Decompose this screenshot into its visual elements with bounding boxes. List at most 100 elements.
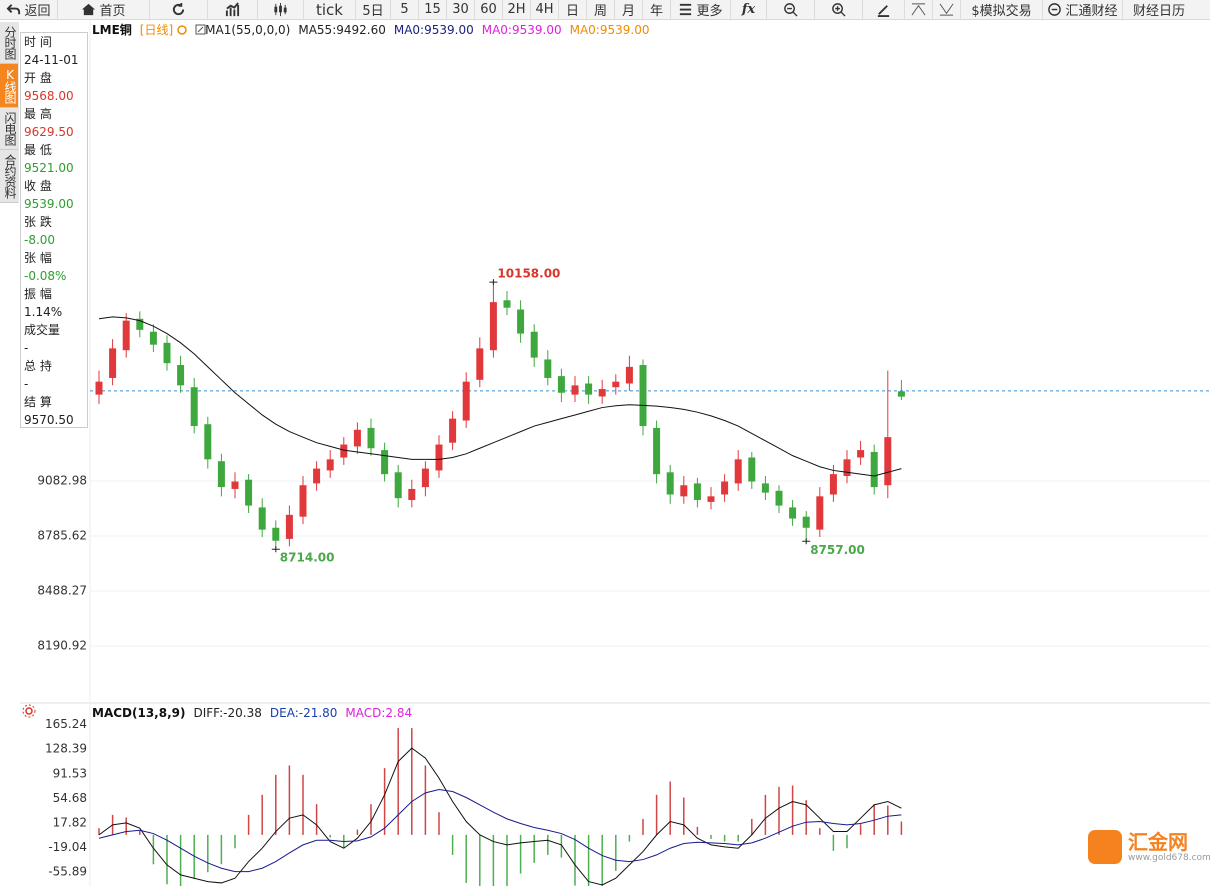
candles bbox=[90, 282, 1210, 550]
more-button[interactable]: 更多 bbox=[671, 0, 731, 19]
candle-body bbox=[476, 348, 484, 380]
window-icon[interactable] bbox=[195, 24, 206, 35]
candle-body bbox=[585, 383, 593, 395]
candle-body bbox=[177, 365, 185, 386]
macd-settings-icon[interactable] bbox=[22, 704, 36, 718]
candle-body bbox=[272, 527, 280, 541]
info-value: 9570.50 bbox=[24, 413, 74, 427]
candle-body bbox=[381, 450, 389, 475]
back-icon bbox=[7, 4, 21, 15]
candle-body bbox=[761, 483, 769, 493]
button-label: 4H bbox=[535, 2, 554, 17]
button-label: 5 bbox=[400, 2, 409, 17]
period-button[interactable]: 月 bbox=[615, 0, 643, 19]
candle-body bbox=[489, 302, 497, 351]
candle-body bbox=[503, 300, 511, 308]
y-tick-label: 54.68 bbox=[53, 791, 87, 805]
candle-body bbox=[394, 472, 402, 499]
period-button[interactable]: 周 bbox=[587, 0, 615, 19]
side-tab[interactable]: 分时图 bbox=[0, 22, 18, 64]
candle-body bbox=[435, 444, 443, 471]
button-label: 更多 bbox=[696, 4, 723, 19]
candle-body bbox=[163, 342, 171, 364]
indicator-label: MA0:9539.00 bbox=[482, 23, 562, 37]
side-tab[interactable]: 闪电图 bbox=[0, 108, 18, 150]
back-button[interactable]: 返回 bbox=[0, 0, 58, 19]
candle-body bbox=[190, 387, 198, 427]
info-value: 9521.00 bbox=[24, 161, 74, 175]
up-button[interactable] bbox=[905, 0, 933, 19]
y-tick-label: 9082.98 bbox=[37, 473, 87, 487]
candle-body bbox=[136, 318, 144, 330]
button-label: fx bbox=[741, 2, 756, 17]
indicator-label: MACD:2.84 bbox=[345, 706, 412, 720]
pen-icon bbox=[877, 5, 890, 17]
side-tab[interactable]: 合约资料 bbox=[0, 150, 18, 203]
side-tab[interactable]: K线图 bbox=[0, 64, 18, 108]
simulate-button[interactable]: $模拟交易 bbox=[961, 0, 1043, 19]
period-button[interactable]: 2H bbox=[503, 0, 531, 19]
dea-line bbox=[98, 788, 902, 873]
extreme-marker bbox=[802, 538, 811, 545]
watermark-logo bbox=[1088, 830, 1122, 864]
watermark-text: 汇金网 www.gold678.com bbox=[1128, 831, 1210, 863]
candle-body bbox=[748, 457, 756, 482]
candle-body bbox=[680, 485, 688, 497]
zoom-in-button[interactable] bbox=[815, 0, 863, 19]
candle-body bbox=[693, 483, 701, 501]
period-button[interactable]: 30 bbox=[447, 0, 475, 19]
candle-body bbox=[775, 490, 783, 506]
news-button[interactable]: 汇通财经 bbox=[1043, 0, 1123, 19]
y-tick-label: 91.53 bbox=[53, 766, 87, 780]
candle-body bbox=[870, 451, 878, 488]
candle-body bbox=[258, 507, 266, 530]
formula-button[interactable]: fx bbox=[731, 0, 767, 19]
candle-body bbox=[462, 381, 470, 421]
period-button[interactable]: 5 bbox=[391, 0, 419, 19]
info-label: 最 低 bbox=[24, 143, 52, 157]
candle-body bbox=[802, 516, 810, 528]
candle-body bbox=[598, 389, 606, 397]
candle-body bbox=[408, 488, 416, 501]
period-button[interactable]: 日 bbox=[559, 0, 587, 19]
candle-body bbox=[816, 496, 824, 530]
calendar-button[interactable]: 财经日历 bbox=[1123, 0, 1195, 19]
info-label: 时 间 bbox=[24, 35, 52, 49]
candle-body bbox=[421, 468, 429, 488]
settings-icon[interactable] bbox=[177, 25, 187, 35]
info-label: 结 算 bbox=[24, 395, 52, 409]
period-button[interactable]: 5日 bbox=[356, 0, 391, 19]
indicator-label: MA0:9539.00 bbox=[394, 23, 474, 37]
home-icon bbox=[82, 3, 96, 16]
chart-title: MACD(13,8,9) bbox=[92, 706, 185, 720]
period-button[interactable]: tick bbox=[304, 0, 356, 19]
candle-button[interactable] bbox=[258, 0, 304, 19]
zoom-out-button[interactable] bbox=[767, 0, 815, 19]
button-label: 60 bbox=[480, 2, 497, 17]
candle-body bbox=[571, 385, 579, 395]
indicator-label: MA55:9492.60 bbox=[298, 23, 386, 37]
candle-body bbox=[109, 348, 117, 378]
info-label: 最 高 bbox=[24, 107, 52, 121]
draw-button[interactable] bbox=[863, 0, 905, 19]
period-button[interactable]: 年 bbox=[643, 0, 671, 19]
info-value: - bbox=[24, 377, 29, 391]
chart-button[interactable] bbox=[208, 0, 258, 19]
candle-body bbox=[557, 376, 565, 393]
period-button[interactable]: 4H bbox=[531, 0, 559, 19]
period-button[interactable]: 60 bbox=[475, 0, 503, 19]
info-value: 1.14% bbox=[24, 305, 63, 319]
button-label: 日 bbox=[565, 4, 579, 19]
period-button[interactable]: 15 bbox=[419, 0, 447, 19]
info-value: 9629.50 bbox=[24, 125, 74, 139]
extreme-label: 8757.00 bbox=[810, 543, 865, 557]
candle-body bbox=[897, 391, 905, 397]
extreme-marker bbox=[489, 279, 498, 286]
refresh-button[interactable] bbox=[150, 0, 208, 19]
home-button[interactable]: 首页 bbox=[58, 0, 150, 19]
down-button[interactable] bbox=[933, 0, 961, 19]
info-value: - bbox=[24, 341, 29, 355]
candle-icon bbox=[274, 2, 287, 17]
